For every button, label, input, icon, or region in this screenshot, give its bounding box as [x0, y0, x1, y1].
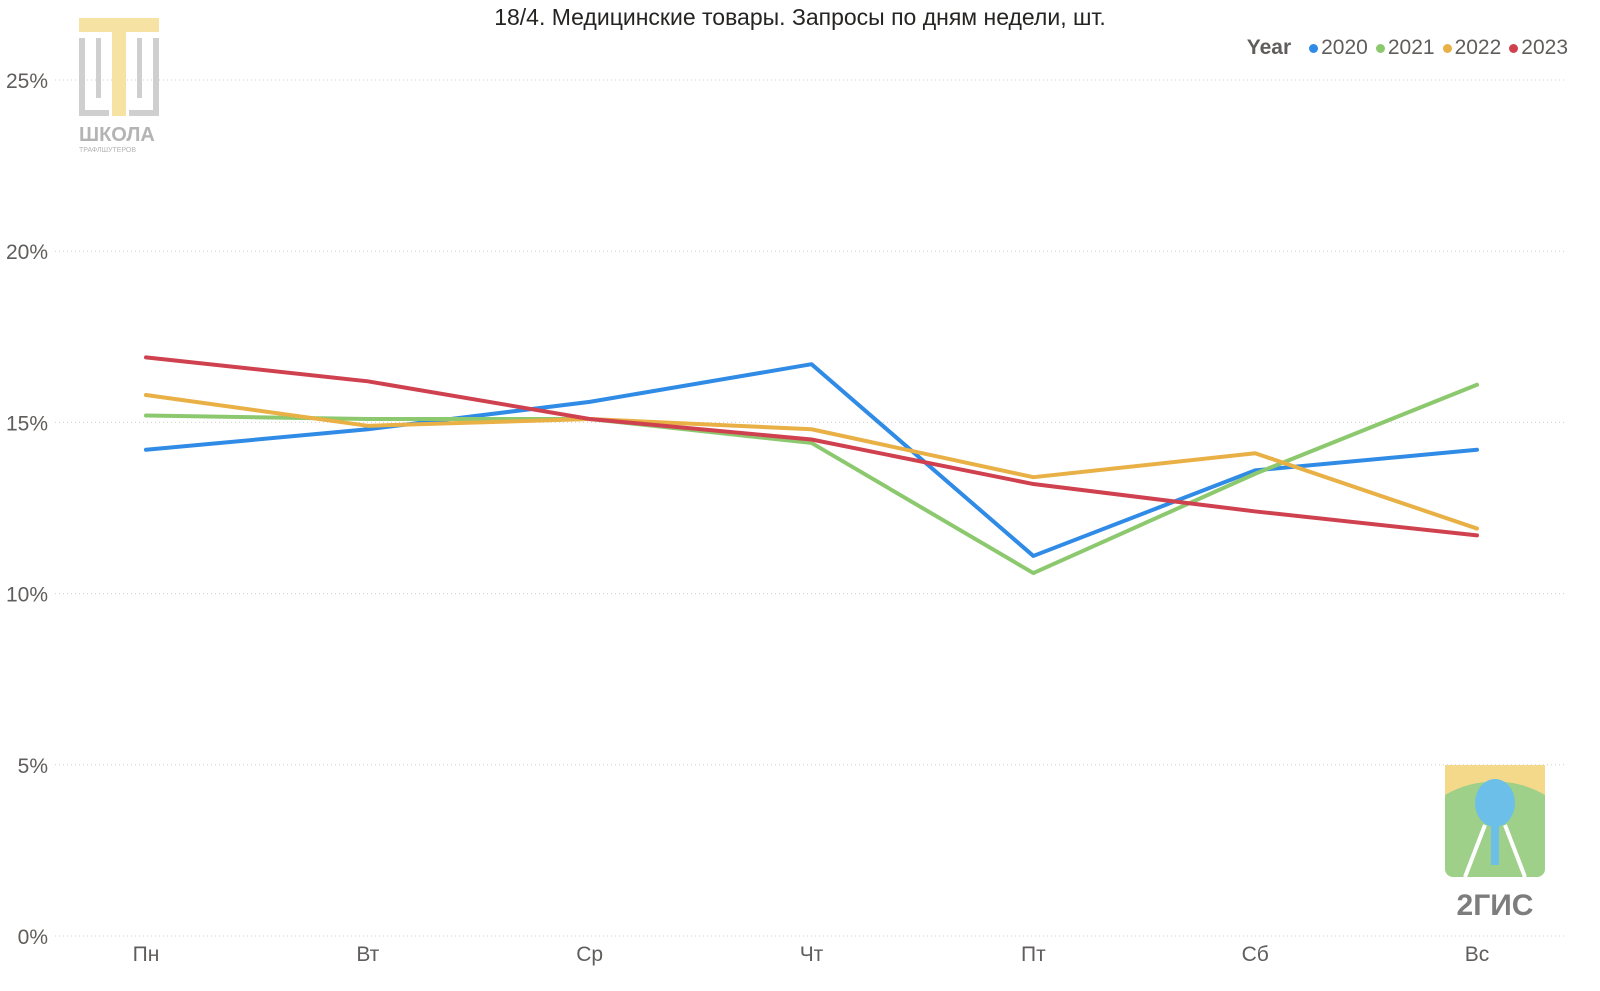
y-tick-label: 0% [18, 926, 48, 949]
x-tick-label: Сб [1242, 943, 1269, 966]
series-line-2020 [144, 362, 1479, 558]
series-lines [144, 355, 1479, 576]
y-tick-label: 25% [6, 70, 48, 93]
2gis-logo-icon [1445, 765, 1545, 878]
series-line-2023 [144, 355, 1479, 538]
y-tick-label: 20% [6, 241, 48, 264]
legend-label: 2022 [1454, 36, 1502, 59]
x-tick-label: Пт [1021, 943, 1046, 966]
y-tick-label: 15% [6, 412, 48, 435]
x-tick-label: Пн [133, 943, 160, 966]
legend-label: 2020 [1321, 36, 1368, 59]
legend-item-2023[interactable]: 2023 [1509, 36, 1568, 60]
legend-label: 2023 [1521, 36, 1568, 59]
school-logo-icon [79, 18, 159, 116]
series-line-2022 [144, 393, 1479, 531]
legend-items: 2020 2021 2022 2023 [1301, 36, 1568, 60]
y-axis: 0% 5% 10% 15% 20% 25% [6, 70, 48, 949]
y-tick-label: 5% [18, 755, 48, 778]
school-logo-name: ШКОЛА [79, 124, 155, 146]
legend-title: Year [1246, 36, 1292, 59]
x-tick-label: Чт [800, 943, 824, 966]
legend-marker-icon [1442, 43, 1452, 53]
legend-item-2020[interactable]: 2020 [1309, 36, 1368, 60]
chart-title: 18/4. Медицинские товары. Запросы по дня… [494, 4, 1106, 30]
2gis-logo: 2ГИС [1445, 765, 1545, 922]
legend: Year 2020 2021 2022 2023 [1247, 36, 1568, 60]
legend-marker-icon [1509, 43, 1519, 53]
x-axis: Пн Вт Ср Чт Пт Сб Вс [133, 943, 1490, 966]
legend-item-2021[interactable]: 2021 [1375, 36, 1435, 60]
x-tick-label: Вт [356, 943, 379, 966]
grid-lines [55, 79, 1565, 937]
series-line-2021 [144, 382, 1479, 576]
x-tick-label: Ср [576, 943, 603, 966]
legend-marker-icon [1375, 43, 1385, 53]
school-logo-subtitle: ТРАФЛШУТЕРОВ [79, 147, 136, 154]
legend-item-2022[interactable]: 2022 [1442, 36, 1502, 60]
legend-label: 2021 [1387, 36, 1435, 59]
x-tick-label: Вс [1465, 943, 1490, 966]
y-tick-label: 10% [6, 584, 48, 607]
legend-marker-icon [1309, 43, 1319, 53]
school-logo: ШКОЛА ТРАФЛШУТЕРОВ [79, 18, 159, 154]
2gis-logo-name: 2ГИС [1457, 889, 1534, 922]
